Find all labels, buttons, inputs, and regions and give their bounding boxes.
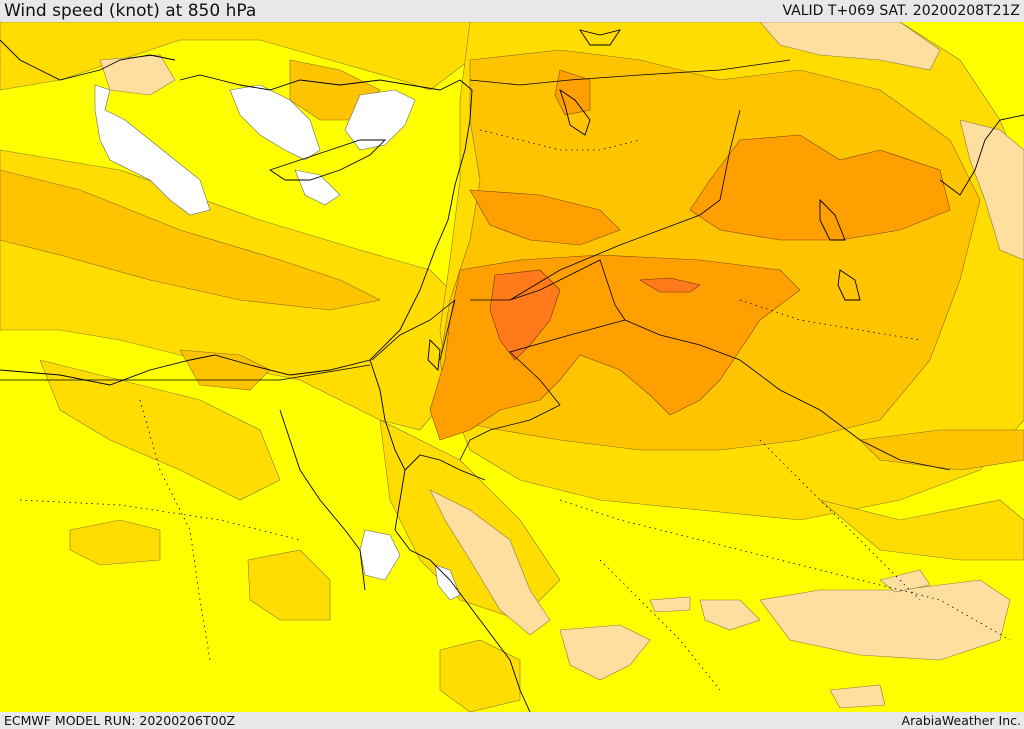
country-borders <box>0 59 951 471</box>
credit-label: ArabiaWeather Inc. <box>901 713 1021 728</box>
footer-bar: ECMWF MODEL RUN: 20200206T00Z ArabiaWeat… <box>0 712 1024 729</box>
level-7-areas <box>489 269 701 361</box>
header-bar: Wind speed (knot) at 850 hPa VALID T+069… <box>0 0 1024 22</box>
admin-dotted-lines <box>19 129 1011 691</box>
coastlines <box>0 29 1024 712</box>
model-run-label: ECMWF MODEL RUN: 20200206T00Z <box>4 713 236 728</box>
map-title: Wind speed (knot) at 850 hPa <box>4 1 257 21</box>
wind-speed-map <box>0 22 1024 712</box>
level-1-areas <box>94 84 461 601</box>
level-2-areas <box>99 22 1024 709</box>
valid-time-label: VALID T+069 SAT. 20200208T21Z <box>782 3 1020 19</box>
